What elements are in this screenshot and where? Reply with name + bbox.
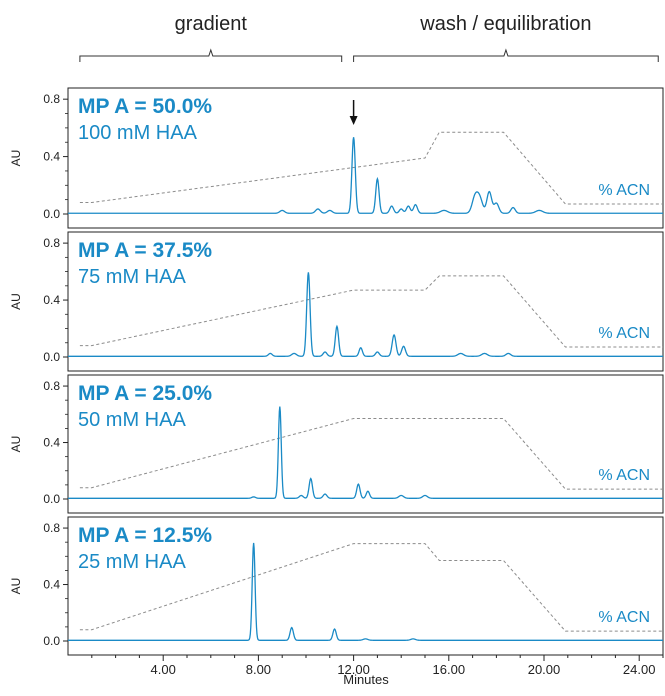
peak-arrow-icon — [350, 116, 358, 125]
acn-label: % ACN — [598, 325, 650, 342]
y-tick-label: 0.4 — [43, 578, 60, 592]
y-tick-label: 0.0 — [43, 634, 60, 648]
y-tick-label: 0.4 — [43, 150, 60, 164]
haa-concentration-label: 100 mM HAA — [78, 122, 198, 144]
x-tick-label: 8.00 — [246, 662, 271, 677]
y-axis-label: AU — [9, 150, 23, 167]
chromatogram-panel: 0.0 0.4 0.8 AU % ACN MP A = 37.5% 75 mM HAA — [9, 232, 663, 371]
y-tick-label: 0.4 — [43, 293, 60, 307]
x-axis-label: Minutes — [343, 672, 389, 687]
mobile-phase-label: MP A = 12.5% — [78, 524, 212, 547]
mobile-phase-label: MP A = 37.5% — [78, 239, 212, 262]
x-tick-label: 4.00 — [151, 662, 176, 677]
y-axis-label: AU — [9, 436, 23, 453]
haa-concentration-label: 75 mM HAA — [78, 266, 186, 288]
chromatogram-trace — [68, 137, 663, 213]
x-tick-label: 20.00 — [528, 662, 561, 677]
y-tick-label: 0.8 — [43, 236, 60, 250]
acn-label: % ACN — [598, 182, 650, 199]
mobile-phase-label: MP A = 50.0% — [78, 95, 212, 118]
y-tick-label: 0.8 — [43, 521, 60, 535]
chromatogram-panel: 0.0 0.4 0.8 AU % ACN MP A = 12.5% 25 mM HAA — [9, 517, 663, 655]
x-tick-label: 24.00 — [623, 662, 656, 677]
acn-label: % ACN — [598, 609, 650, 626]
y-tick-label: 0.4 — [43, 436, 60, 450]
haa-concentration-label: 50 mM HAA — [78, 409, 186, 431]
region-label: wash / equilibration — [419, 13, 591, 35]
y-axis-label: AU — [9, 578, 23, 595]
y-tick-label: 0.0 — [43, 207, 60, 221]
y-tick-label: 0.0 — [43, 350, 60, 364]
region-bracket — [354, 50, 659, 62]
x-tick-label: 16.00 — [433, 662, 466, 677]
y-tick-label: 0.0 — [43, 492, 60, 506]
acn-label: % ACN — [598, 467, 650, 484]
y-tick-label: 0.8 — [43, 92, 60, 106]
mobile-phase-label: MP A = 25.0% — [78, 382, 212, 405]
y-axis-label: AU — [9, 293, 23, 310]
chromatogram-panel: 0.0 0.4 0.8 AU % ACN MP A = 50.0% 100 mM HAA — [9, 88, 663, 228]
haa-concentration-label: 25 mM HAA — [78, 551, 186, 573]
region-bracket — [80, 50, 342, 62]
chromatogram-panel: 0.0 0.4 0.8 AU % ACN MP A = 25.0% 50 mM HAA — [9, 375, 663, 513]
y-tick-label: 0.8 — [43, 379, 60, 393]
region-annotations: gradient wash / equilibration — [80, 13, 658, 62]
region-label: gradient — [175, 13, 248, 35]
